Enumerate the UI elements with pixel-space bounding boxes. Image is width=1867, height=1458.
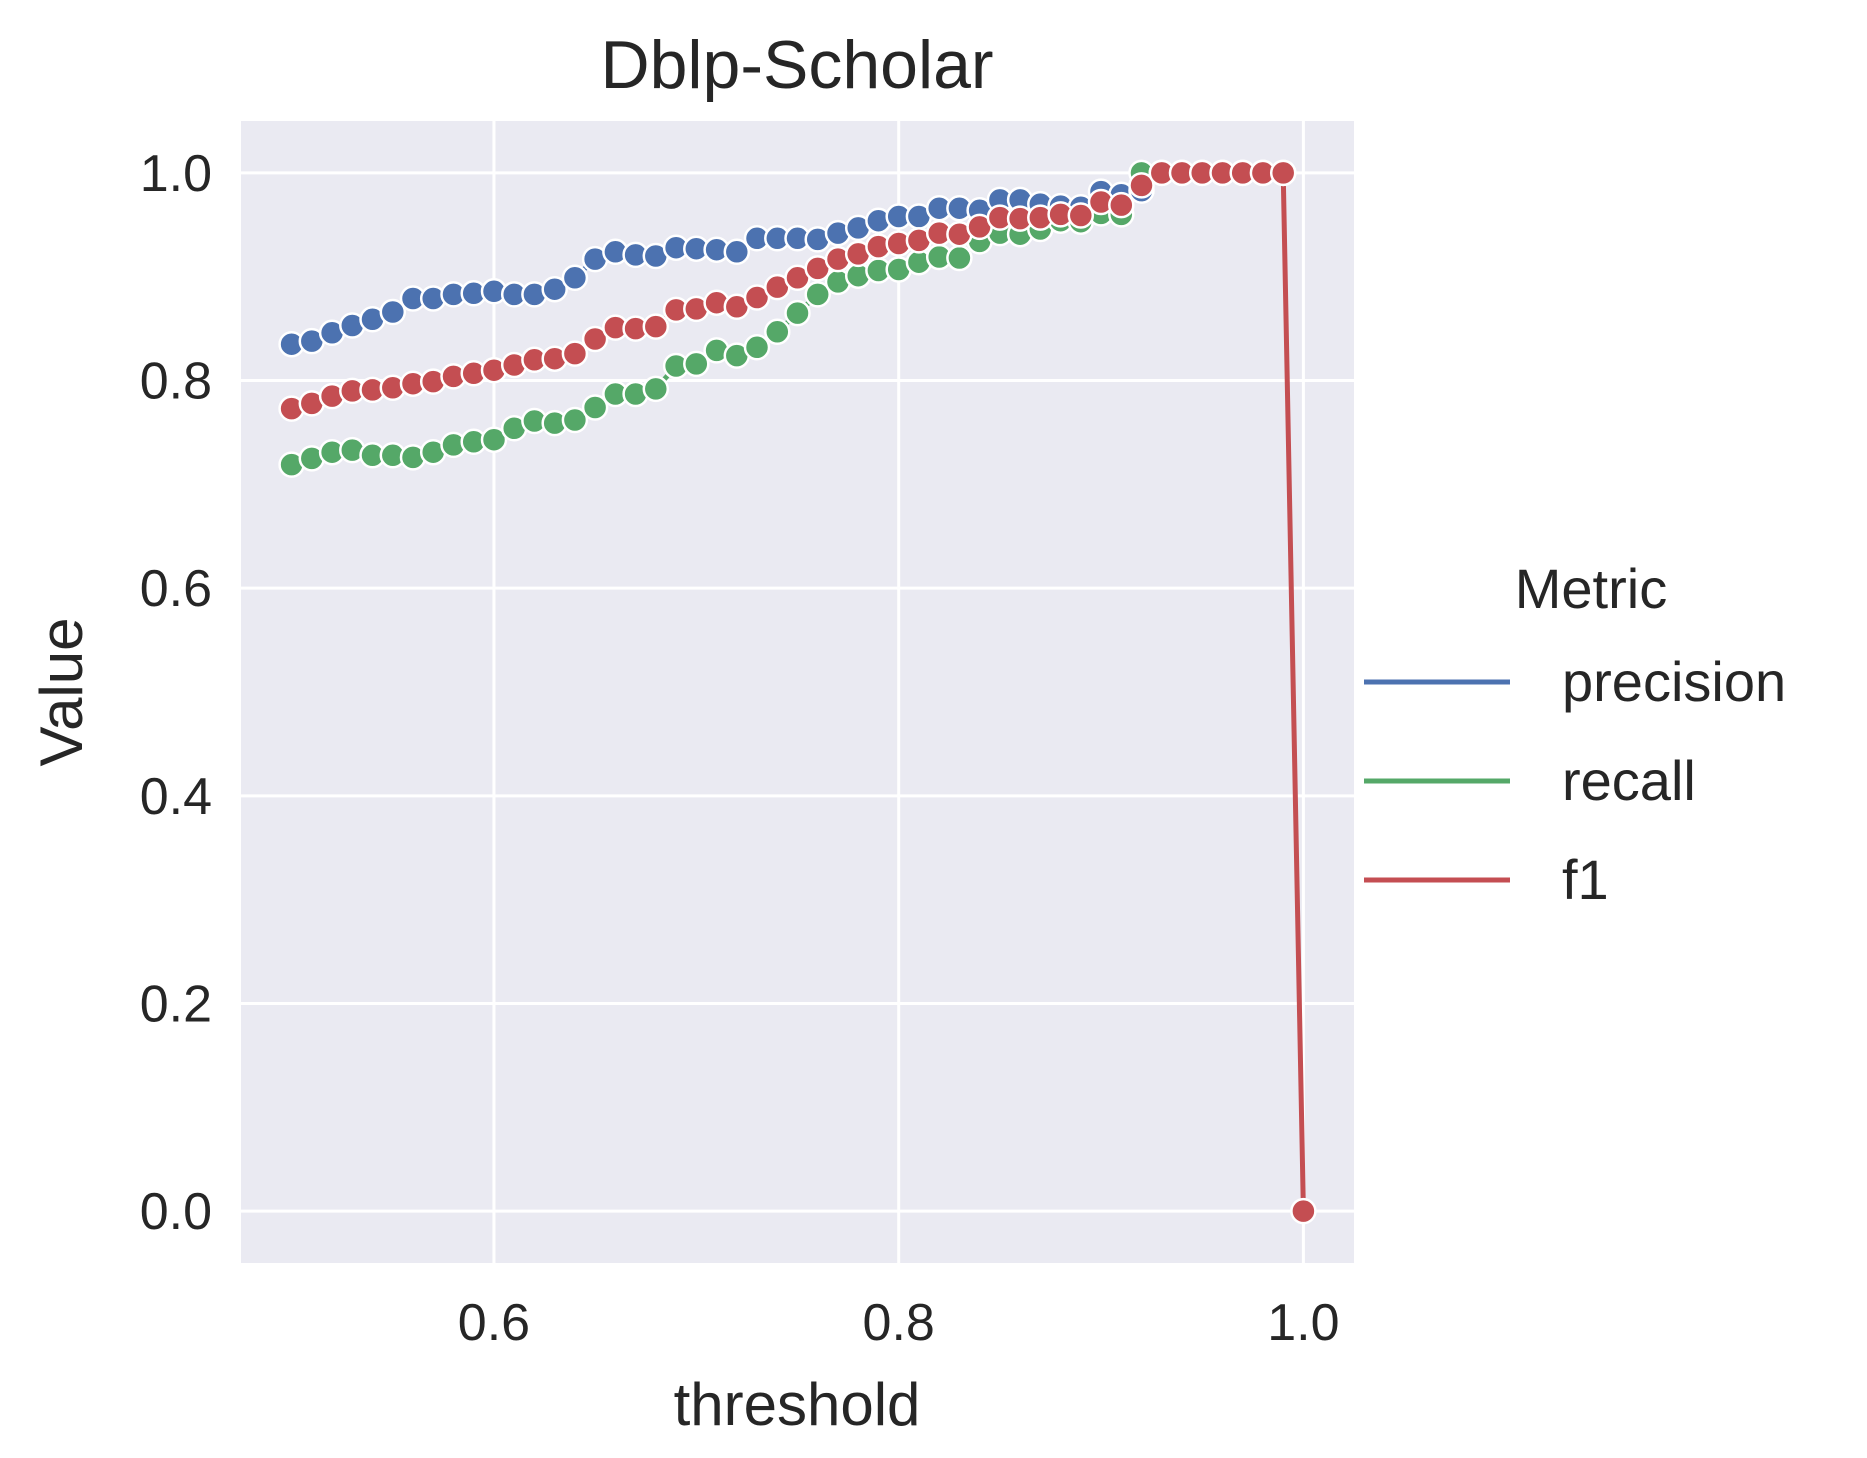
data-point-precision — [723, 238, 751, 266]
data-point-f1 — [581, 325, 609, 353]
data-point-f1 — [1108, 191, 1135, 219]
data-point-recall — [683, 350, 710, 378]
data-point-f1 — [1128, 172, 1155, 199]
x-tick-label: 0.6 — [458, 1294, 530, 1352]
data-point-recall — [480, 426, 508, 453]
legend-title: Metric — [1515, 557, 1667, 620]
y-tick-label: 0.0 — [140, 1183, 212, 1241]
legend-entry-recall: recall — [1562, 749, 1696, 812]
data-point-f1 — [1269, 159, 1297, 187]
data-point-f1 — [1290, 1197, 1317, 1225]
legend: Metric precision recall f1 — [1364, 557, 1786, 911]
data-point-recall — [764, 318, 791, 346]
data-point-f1 — [743, 284, 771, 311]
x-tick-label: 0.8 — [863, 1294, 935, 1352]
y-tick-label: 1.0 — [140, 145, 212, 203]
y-tick-labels: 0.0 0.2 0.4 0.6 0.8 1.0 — [140, 145, 212, 1241]
legend-entry-f1: f1 — [1562, 848, 1609, 911]
data-point-recall — [784, 299, 811, 327]
data-point-precision — [561, 264, 589, 292]
chart-title: Dblp-Scholar — [600, 27, 993, 103]
series-markers — [278, 159, 1317, 1225]
y-tick-label: 0.8 — [140, 353, 212, 411]
data-point-recall — [561, 406, 589, 434]
data-point-precision — [379, 298, 407, 326]
data-point-precision — [541, 275, 568, 303]
y-tick-label: 0.6 — [140, 560, 212, 618]
data-point-recall — [743, 334, 771, 361]
y-axis-label: Value — [28, 617, 95, 766]
x-tick-labels: 0.6 0.8 1.0 — [458, 1294, 1340, 1352]
data-point-recall — [804, 281, 831, 308]
data-point-recall — [581, 394, 609, 421]
y-tick-label: 0.2 — [140, 975, 212, 1033]
data-point-f1 — [1067, 202, 1095, 229]
legend-entry-precision: precision — [1562, 650, 1786, 713]
y-tick-label: 0.4 — [140, 768, 212, 826]
data-point-recall — [946, 244, 973, 272]
data-point-f1 — [642, 313, 670, 340]
x-tick-label: 1.0 — [1267, 1294, 1339, 1352]
data-point-recall — [642, 375, 670, 403]
data-point-f1 — [561, 340, 589, 367]
x-axis-label: threshold — [674, 1371, 921, 1438]
